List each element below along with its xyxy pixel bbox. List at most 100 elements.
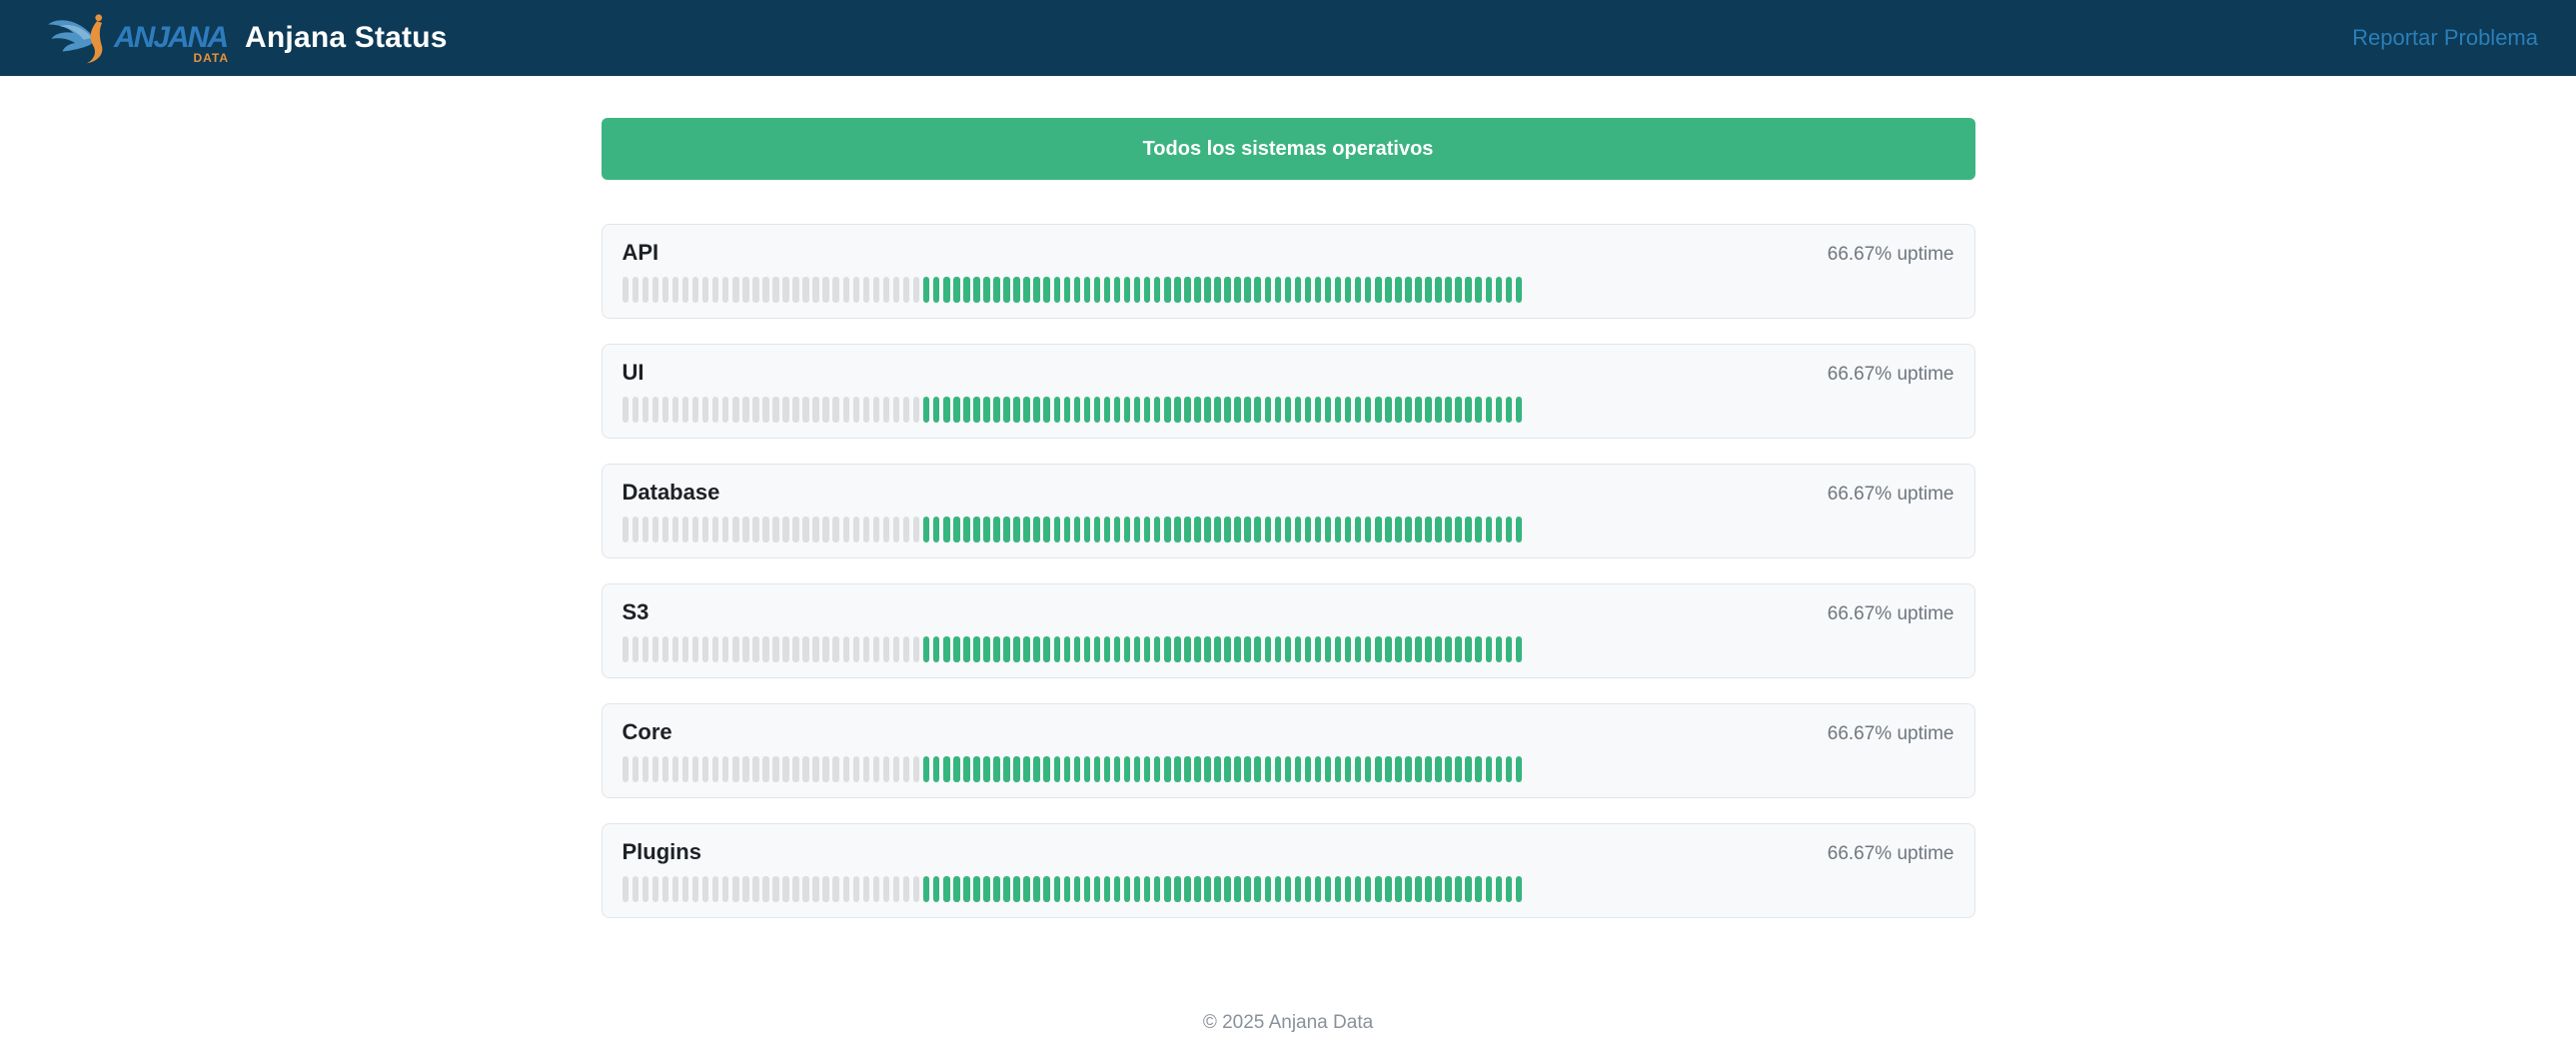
uptime-bar xyxy=(1364,756,1372,782)
uptime-bar xyxy=(1073,517,1081,542)
uptime-bar xyxy=(1264,756,1271,782)
uptime-bar xyxy=(732,517,739,542)
uptime-bar xyxy=(882,517,890,542)
uptime-bar xyxy=(912,277,920,303)
uptime-bar xyxy=(1224,876,1231,902)
uptime-bar xyxy=(922,397,930,423)
uptime-bar xyxy=(912,756,920,782)
uptime-bar xyxy=(1475,756,1482,782)
service-card: UI 66.67% uptime xyxy=(601,344,1975,439)
uptime-bar xyxy=(1093,756,1101,782)
uptime-bar xyxy=(1123,517,1131,542)
uptime-bar xyxy=(862,636,870,662)
uptime-bar xyxy=(1164,277,1171,303)
uptime-bar xyxy=(922,636,930,662)
uptime-bar xyxy=(1184,876,1191,902)
uptime-bar xyxy=(892,277,900,303)
uptime-bar xyxy=(862,397,870,423)
uptime-bar xyxy=(671,756,679,782)
uptime-bar xyxy=(1184,397,1191,423)
uptime-bar xyxy=(671,517,679,542)
uptime-bar xyxy=(661,277,669,303)
uptime-bar xyxy=(1033,756,1040,782)
uptime-bar xyxy=(973,517,980,542)
uptime-bar xyxy=(1224,517,1231,542)
report-problem-link[interactable]: Reportar Problema xyxy=(2352,25,2538,50)
uptime-bar xyxy=(1465,517,1472,542)
uptime-bar xyxy=(1505,277,1513,303)
uptime-bar xyxy=(632,636,640,662)
uptime-bar xyxy=(862,277,870,303)
uptime-bar xyxy=(1344,397,1352,423)
uptime-bars xyxy=(622,636,1954,662)
uptime-bar xyxy=(1505,636,1513,662)
uptime-bar xyxy=(892,636,900,662)
uptime-bar xyxy=(1023,517,1030,542)
uptime-bar xyxy=(1224,397,1231,423)
uptime-bar xyxy=(711,517,719,542)
uptime-bar xyxy=(1435,876,1442,902)
uptime-bar xyxy=(681,756,689,782)
uptime-bar xyxy=(1435,636,1442,662)
uptime-bar xyxy=(711,397,719,423)
service-card: Plugins 66.67% uptime xyxy=(601,823,1975,918)
service-name: API xyxy=(622,240,659,265)
uptime-bar xyxy=(1244,756,1251,782)
service-card: Database 66.67% uptime xyxy=(601,464,1975,558)
uptime-bar xyxy=(642,876,649,902)
uptime-bar xyxy=(902,876,910,902)
uptime-bar xyxy=(1395,876,1402,902)
uptime-bar xyxy=(1274,756,1282,782)
uptime-bar xyxy=(1003,277,1010,303)
uptime-bar xyxy=(943,756,950,782)
uptime-bar xyxy=(1254,876,1261,902)
uptime-bar xyxy=(1234,517,1241,542)
uptime-bar xyxy=(862,756,870,782)
uptime-bar xyxy=(1294,636,1302,662)
uptime-bar xyxy=(1465,756,1472,782)
uptime-bar xyxy=(973,397,980,423)
uptime-bar xyxy=(1093,876,1101,902)
uptime-bar xyxy=(963,636,970,662)
uptime-bar xyxy=(1334,756,1342,782)
uptime-bar xyxy=(1274,277,1282,303)
uptime-bar xyxy=(892,756,900,782)
uptime-bar xyxy=(1455,636,1462,662)
uptime-bar xyxy=(681,397,689,423)
uptime-bar xyxy=(832,876,839,902)
uptime-bar xyxy=(661,756,669,782)
uptime-bar xyxy=(1083,636,1091,662)
uptime-bar xyxy=(1445,277,1452,303)
uptime-bar xyxy=(1284,517,1292,542)
uptime-bar xyxy=(1465,636,1472,662)
uptime-bar xyxy=(1515,636,1523,662)
uptime-bar xyxy=(1013,397,1020,423)
service-card: API 66.67% uptime xyxy=(601,224,1975,319)
uptime-bar xyxy=(892,876,900,902)
uptime-bar xyxy=(622,636,629,662)
uptime-bar xyxy=(1244,277,1251,303)
uptime-bar xyxy=(1485,756,1493,782)
uptime-bar xyxy=(651,517,659,542)
uptime-bar xyxy=(1153,756,1161,782)
uptime-bar xyxy=(622,756,629,782)
uptime-bar xyxy=(1344,876,1352,902)
uptime-bar xyxy=(1244,636,1251,662)
uptime-bar xyxy=(1043,517,1050,542)
uptime-bar xyxy=(882,397,890,423)
uptime-label: 66.67% uptime xyxy=(1827,603,1954,624)
uptime-bar xyxy=(1043,876,1050,902)
uptime-bar xyxy=(1043,636,1050,662)
uptime-bar xyxy=(1063,636,1071,662)
uptime-bar xyxy=(711,636,719,662)
uptime-bar xyxy=(1435,397,1442,423)
uptime-bar xyxy=(993,397,1000,423)
uptime-bar xyxy=(1314,517,1322,542)
uptime-bar xyxy=(1153,517,1161,542)
uptime-bar xyxy=(1013,636,1020,662)
uptime-bar xyxy=(842,277,850,303)
uptime-bar xyxy=(642,397,649,423)
uptime-bar xyxy=(792,756,799,782)
uptime-bar xyxy=(932,756,940,782)
uptime-bar xyxy=(1495,397,1503,423)
